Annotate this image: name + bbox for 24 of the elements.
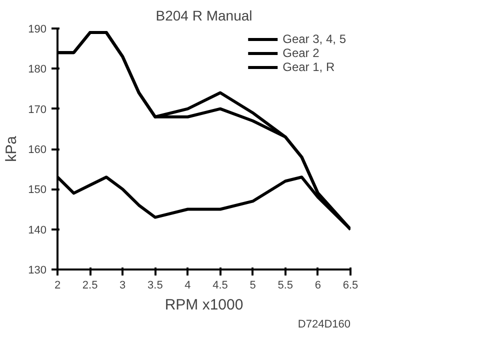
x-tick-label: 3 xyxy=(120,280,126,292)
legend-label: Gear 3, 4, 5 xyxy=(282,32,346,46)
y-tick-label: 180 xyxy=(28,64,47,76)
x-tick-label: 2 xyxy=(54,280,61,292)
text: D724D160 xyxy=(298,318,350,330)
y-tick-label: 190 xyxy=(28,24,47,36)
x-tick-label: 4.5 xyxy=(212,280,228,292)
x-tick-label: 4 xyxy=(184,280,191,292)
x-tick-label: 3.5 xyxy=(148,280,163,292)
x-axis-title: RPM x1000 xyxy=(164,296,244,314)
legend-label: Gear 2 xyxy=(282,46,320,60)
legend-label: Gear 1, R xyxy=(282,60,335,74)
y-axis-title: kPa xyxy=(3,135,20,162)
x-tick-label: 6 xyxy=(314,280,322,292)
x-tick-label: 5.5 xyxy=(278,280,294,292)
y-tick-label: 160 xyxy=(28,144,47,156)
y-tick-label: 130 xyxy=(28,264,47,276)
y-tick-label: 140 xyxy=(28,224,47,236)
y-tick-label: 170 xyxy=(28,104,47,116)
x-tick-label: 5 xyxy=(250,280,256,292)
x-tick-label: 6.5 xyxy=(342,280,358,292)
chart-title: B204 R Manual xyxy=(156,8,252,24)
y-tick-label: 150 xyxy=(28,184,47,196)
x-tick-label: 2.5 xyxy=(82,280,98,292)
